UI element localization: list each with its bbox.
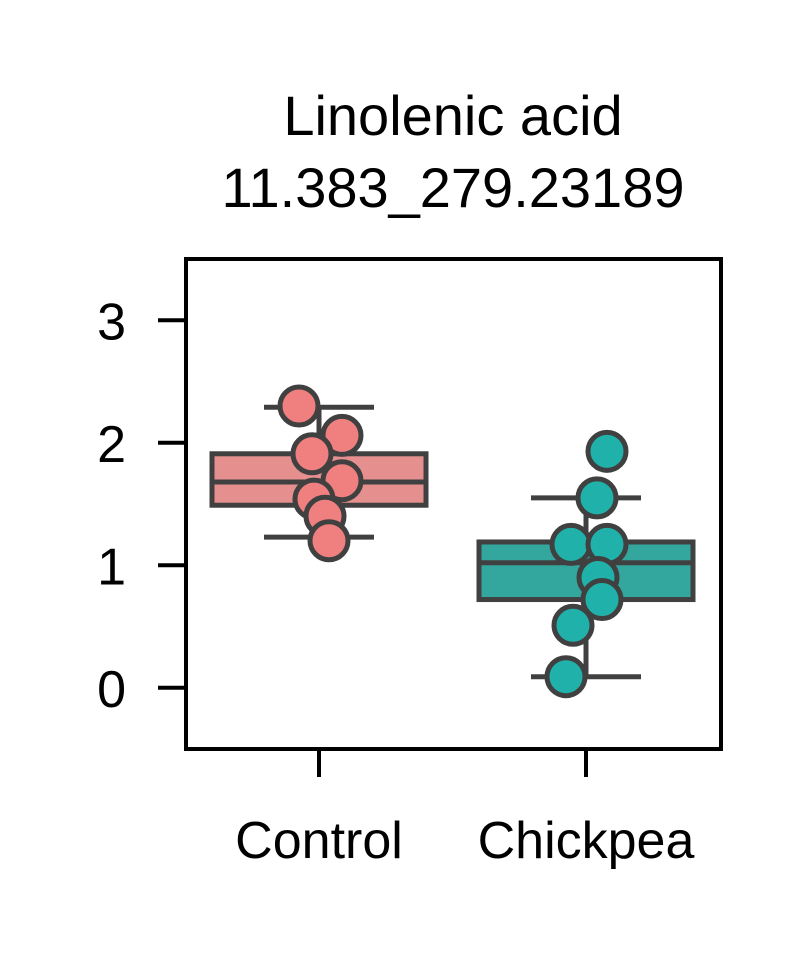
y-tick-label: 0 (97, 661, 126, 719)
data-point (585, 429, 629, 473)
plot-area (209, 384, 696, 699)
data-point (575, 476, 619, 520)
data-point (307, 519, 351, 563)
x-tick-label: Control (235, 812, 403, 870)
data-point (551, 603, 595, 647)
data-point (277, 384, 321, 428)
data-point (290, 432, 334, 476)
y-tick-label: 3 (97, 293, 126, 351)
y-tick-label: 2 (97, 416, 126, 474)
data-point (549, 522, 593, 566)
data-point (580, 578, 624, 622)
chart-title-line1: Linolenic acid (283, 84, 622, 147)
box-group-chickpea (476, 429, 696, 699)
chart-title-line2: 11.383_279.23189 (222, 156, 685, 219)
y-tick-label: 1 (97, 538, 126, 596)
data-point (544, 655, 588, 699)
box-group-control (209, 384, 429, 563)
x-tick-label: Chickpea (478, 812, 695, 870)
axes-frame (184, 257, 723, 751)
